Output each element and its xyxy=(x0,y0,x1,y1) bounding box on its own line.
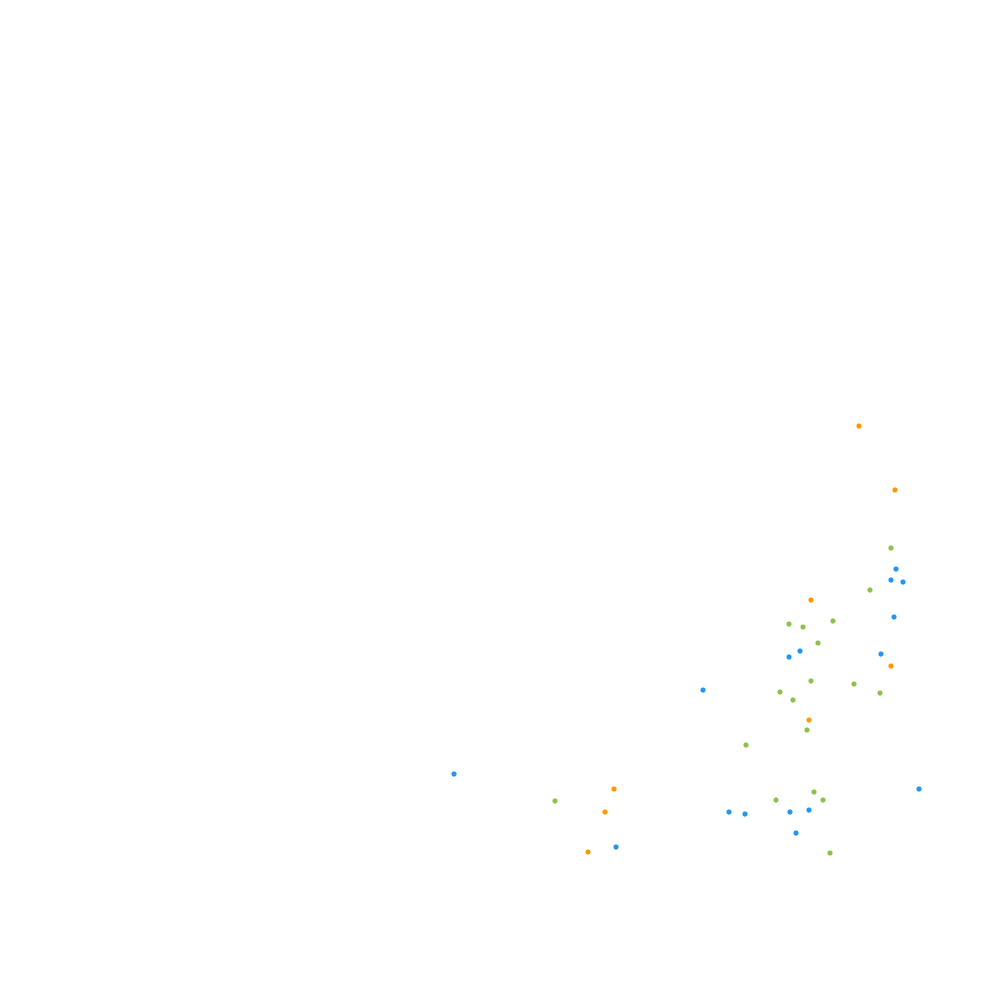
data-point xyxy=(786,654,792,660)
data-point xyxy=(804,727,810,733)
data-point xyxy=(793,830,799,836)
data-point xyxy=(800,624,806,630)
data-point xyxy=(585,849,591,855)
data-point xyxy=(916,786,922,792)
data-point xyxy=(806,807,812,813)
data-point xyxy=(787,809,793,815)
data-point xyxy=(891,614,897,620)
data-point xyxy=(611,786,617,792)
series-2 xyxy=(552,545,894,856)
points-layer xyxy=(451,423,922,856)
data-point xyxy=(613,844,619,850)
data-point xyxy=(856,423,862,429)
data-point xyxy=(830,618,836,624)
data-point xyxy=(820,797,826,803)
data-point xyxy=(773,797,779,803)
data-point xyxy=(602,809,608,815)
data-point xyxy=(806,717,812,723)
data-point xyxy=(797,648,803,654)
series-0 xyxy=(451,566,922,850)
data-point xyxy=(790,697,796,703)
data-point xyxy=(811,789,817,795)
data-point xyxy=(808,597,814,603)
data-point xyxy=(888,545,894,551)
data-point xyxy=(808,678,814,684)
data-point xyxy=(786,621,792,627)
data-point xyxy=(892,487,898,493)
data-point xyxy=(815,640,821,646)
data-point xyxy=(888,663,894,669)
data-point xyxy=(851,681,857,687)
data-point xyxy=(451,771,457,777)
data-point xyxy=(552,798,558,804)
data-point xyxy=(700,687,706,693)
data-point xyxy=(900,579,906,585)
data-point xyxy=(878,651,884,657)
data-point xyxy=(726,809,732,815)
data-point xyxy=(877,690,883,696)
data-point xyxy=(742,811,748,817)
data-point xyxy=(743,742,749,748)
data-point xyxy=(777,689,783,695)
series-1 xyxy=(585,423,898,855)
data-point xyxy=(888,577,894,583)
data-point xyxy=(867,587,873,593)
data-point xyxy=(827,850,833,856)
data-point xyxy=(893,566,899,572)
